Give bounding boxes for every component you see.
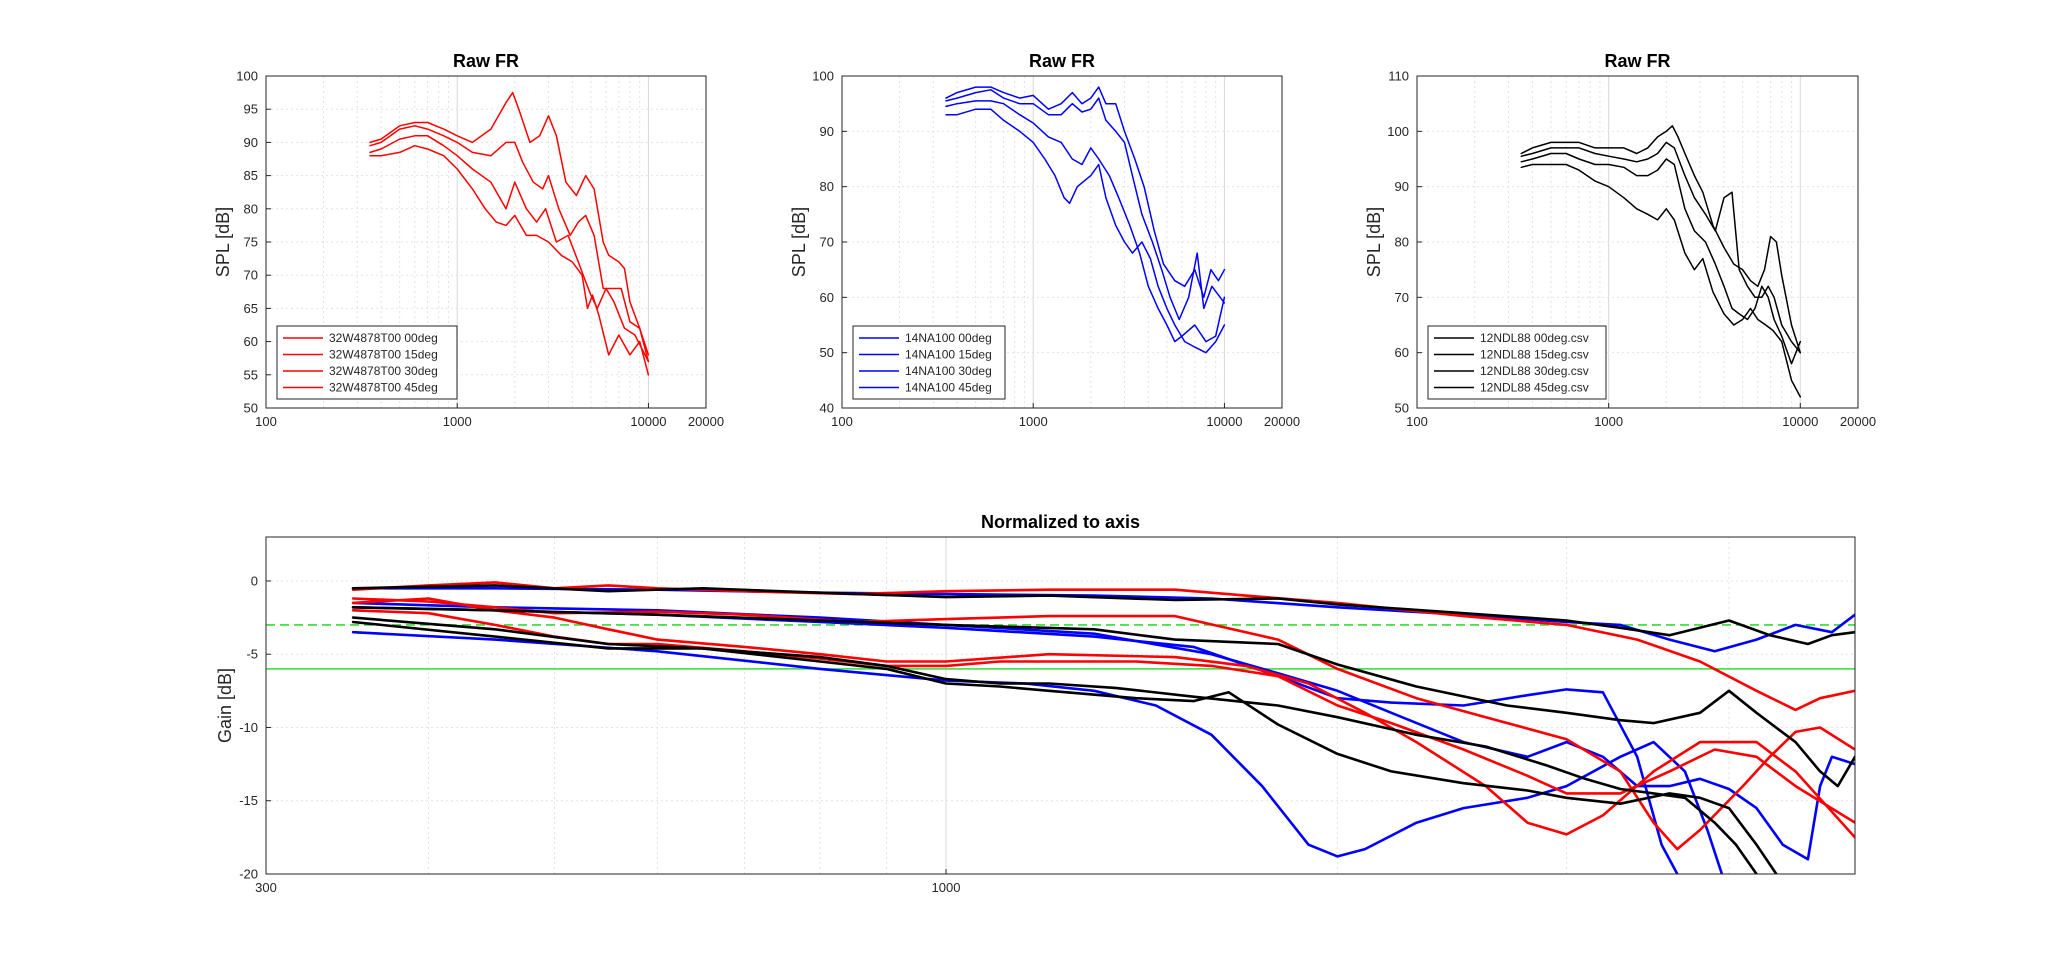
x-tick-label: 20000 <box>688 414 724 429</box>
chart-1: 100 1000 10000 20000 50 55 60 65 70 75 80 85 90 95 100… <box>213 51 724 429</box>
y-tick-label: 60 <box>820 290 834 305</box>
x-tick-label: 100 <box>255 414 277 429</box>
x-tick-label: 300 <box>255 880 277 895</box>
series-line-9 <box>351 584 1855 646</box>
series-line-3 <box>945 100 1226 343</box>
series-line-12 <box>351 616 1758 874</box>
y-tick-label: -5 <box>246 647 258 662</box>
y-tick-label: 100 <box>1387 124 1409 139</box>
chart-title: Raw FR <box>1029 51 1095 71</box>
chart-2: 100 1000 10000 20000 40 50 60 70 80 90 100 Raw FR SP… <box>789 51 1300 429</box>
legend-entry-label: 14NA100 15deg <box>905 348 992 362</box>
y-tick-label: 110 <box>1388 69 1409 84</box>
series-line-1 <box>1520 125 1802 354</box>
series-line-1 <box>945 86 1226 299</box>
legend-entry-label: 14NA100 30deg <box>905 364 992 378</box>
x-tick-label: 20000 <box>1840 414 1876 429</box>
chart-3: 100 1000 10000 20000 50 60 70 80 90 100 110 Raw FR S… <box>1364 51 1876 429</box>
chart-4: 300 1000 -20 -15 -10 -5 0 Normalized to axis Gai… <box>215 512 1856 895</box>
series-line-5 <box>351 581 1855 712</box>
x-tick-label: 1000 <box>1019 414 1048 429</box>
y-tick-label: 60 <box>1395 345 1409 360</box>
series-line-3 <box>1520 152 1802 365</box>
x-tick-label: 100 <box>1406 414 1428 429</box>
series-line-4 <box>945 108 1226 354</box>
series-group <box>1520 125 1802 398</box>
y-tick-label: 50 <box>1395 401 1409 416</box>
y-axis-label: SPL [dB] <box>213 207 233 277</box>
y-tick-label: 100 <box>236 69 258 84</box>
series-line-10 <box>351 606 1855 788</box>
y-tick-label: 80 <box>1395 235 1409 250</box>
legend-entry-label: 32W4878T00 00deg <box>329 331 438 345</box>
legend-entry-label: 12NDL88 45deg.csv <box>1480 381 1589 395</box>
series-line-1 <box>369 91 650 363</box>
series-line-6 <box>351 597 1855 851</box>
y-tick-label: 90 <box>1395 179 1409 194</box>
x-tick-label: 20000 <box>1264 414 1300 429</box>
series-line-2 <box>945 89 1226 321</box>
x-tick-label: 1000 <box>1594 414 1623 429</box>
legend-entry-label: 32W4878T00 15deg <box>329 348 438 362</box>
x-tick-label: 1000 <box>443 414 472 429</box>
y-axis-label: SPL [dB] <box>1364 207 1384 277</box>
x-tick-label: 10000 <box>1782 414 1818 429</box>
series-group <box>945 86 1226 354</box>
y-tick-label: 65 <box>244 301 258 316</box>
legend: 32W4878T00 00deg 32W4878T00 15deg 32W4878T… <box>276 325 458 400</box>
series-line-4 <box>351 630 1724 874</box>
legend-entry-label: 12NDL88 15deg.csv <box>1480 348 1589 362</box>
y-tick-label: 90 <box>244 135 258 150</box>
plot-background <box>266 537 1855 874</box>
y-tick-label: 100 <box>812 69 834 84</box>
series-line-2 <box>369 125 650 356</box>
series-line-4 <box>1520 163 1802 398</box>
x-tick-label: 10000 <box>1206 414 1242 429</box>
x-tick-label: 100 <box>831 414 853 429</box>
y-tick-label: 70 <box>1395 290 1409 305</box>
y-tick-label: 55 <box>244 367 258 382</box>
y-tick-label: 40 <box>820 401 834 416</box>
legend-entry-label: 32W4878T00 30deg <box>329 364 438 378</box>
legend-entry-label: 14NA100 45deg <box>905 381 992 395</box>
legend-entry-label: 14NA100 00deg <box>905 331 992 345</box>
y-tick-label: 60 <box>244 334 258 349</box>
legend-entry-label: 12NDL88 30deg.csv <box>1480 364 1589 378</box>
series-line-4 <box>369 144 650 376</box>
chart-title: Normalized to axis <box>981 512 1140 532</box>
y-tick-label: 70 <box>820 235 834 250</box>
y-tick-label: 95 <box>244 102 258 117</box>
y-tick-label: -20 <box>239 867 258 882</box>
y-tick-label: 80 <box>244 201 258 216</box>
y-tick-label: -10 <box>239 720 258 735</box>
legend-entry-label: 32W4878T00 45deg <box>329 381 438 395</box>
series-group <box>369 91 650 376</box>
y-tick-label: 50 <box>244 401 258 416</box>
y-tick-label: -15 <box>239 793 258 808</box>
chart-title: Raw FR <box>1604 51 1670 71</box>
y-tick-label: 90 <box>820 124 834 139</box>
y-axis-label: SPL [dB] <box>789 207 809 277</box>
y-tick-label: 80 <box>820 179 834 194</box>
series-line-11 <box>351 620 1778 874</box>
legend-entry-label: 12NDL88 00deg.csv <box>1480 331 1589 345</box>
series-line-3 <box>369 135 650 363</box>
axes-box <box>265 536 1856 875</box>
x-tick-label: 1000 <box>932 880 961 895</box>
series-group <box>351 581 1855 874</box>
legend: 12NDL88 00deg.csv 12NDL88 15deg.csv 12NDL8… <box>1427 325 1607 400</box>
y-tick-label: 75 <box>244 235 258 250</box>
chart-title: Raw FR <box>453 51 519 71</box>
y-tick-label: 85 <box>244 168 258 183</box>
legend: 14NA100 00deg 14NA100 15deg 14NA100 30deg 1… <box>852 325 1006 400</box>
y-tick-label: 0 <box>251 573 258 588</box>
y-tick-label: 50 <box>820 345 834 360</box>
series-line-7 <box>351 597 1855 839</box>
y-tick-label: 70 <box>244 268 258 283</box>
y-axis-label: Gain [dB] <box>215 668 235 743</box>
x-tick-label: 10000 <box>630 414 666 429</box>
